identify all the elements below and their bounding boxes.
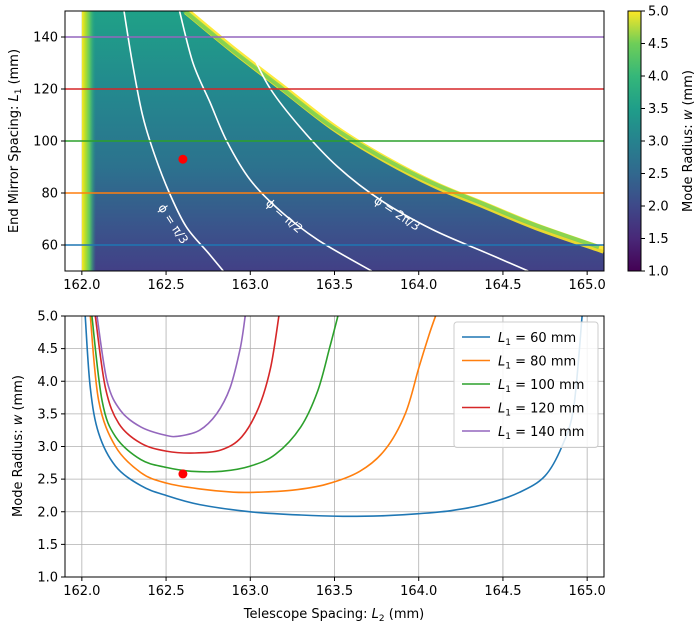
bottom-y-tick-label: 2.5: [37, 473, 58, 488]
bottom-y-tick-label: 4.0: [37, 375, 58, 390]
colorbar-label: Mode Radius: w (mm): [681, 70, 696, 212]
top-y-tick-label: 100: [33, 135, 58, 150]
top-y-tick-label: 140: [33, 31, 58, 46]
top-y-tick-label: 120: [33, 83, 58, 98]
series-line-4: [94, 316, 280, 454]
bottom-x-tick-label: 163.0: [232, 584, 269, 599]
bottom-x-tick-label: 164.0: [400, 584, 437, 599]
series-line-5: [96, 316, 246, 438]
top-x-tick-label: 163.0: [232, 278, 269, 293]
series-line-3: [91, 316, 339, 473]
legend-entry-3: L1 = 100 mm: [498, 378, 584, 395]
top-x-tick-label: 162.5: [147, 278, 184, 293]
bottom-y-tick-label: 3.5: [37, 407, 58, 422]
colorbar-tick-label: 2.0: [648, 200, 669, 215]
bottom-y-axis-label: Mode Radius: w (mm): [11, 375, 26, 517]
top-x-tick-label: 164.0: [400, 278, 437, 293]
colorbar-tick-label: 2.5: [648, 167, 669, 182]
bottom-x-tick-label: 162.5: [147, 584, 184, 599]
colorbar-gradient: [627, 10, 642, 272]
contour-line-2: [178, 11, 373, 271]
series-line-1: [84, 316, 583, 518]
top-x-tick-label: 162.0: [63, 278, 100, 293]
operating-point-marker-bottom: [178, 469, 188, 479]
operating-point-marker: [178, 154, 188, 164]
bottom-y-tick-label: 5.0: [37, 310, 58, 325]
bottom-x-axis-label: Telescope Spacing: L2 (mm): [243, 607, 424, 624]
legend-entry-5: L1 = 140 mm: [498, 425, 584, 442]
contour-line-1: [123, 11, 224, 271]
contour-line-3: [232, 11, 529, 271]
bottom-y-tick-label: 4.5: [37, 342, 58, 357]
colorbar-tick-label: 5.0: [648, 5, 669, 20]
colorbar-tick-label: 4.0: [648, 70, 669, 85]
legend-entry-2: L1 = 80 mm: [498, 355, 576, 372]
top-y-tick-label: 80: [41, 187, 58, 202]
top-y-tick-label: 60: [41, 239, 58, 254]
legend-box: [453, 321, 599, 448]
colorbar-tick-label: 1.0: [648, 265, 669, 280]
legend-entry-1: L1 = 60 mm: [498, 331, 576, 348]
colorbar-tick-label: 3.0: [648, 135, 669, 150]
colorbar-tick-label: 3.5: [648, 102, 669, 117]
legend-entry-4: L1 = 120 mm: [498, 402, 584, 419]
bottom-x-tick-label: 164.5: [484, 584, 521, 599]
top-y-axis-label: End Mirror Spacing: L1 (mm): [7, 49, 24, 233]
bottom-x-tick-label: 162.0: [63, 584, 100, 599]
colorbar: 1.0 1.5 2.0 2.5 3.0 3.5 4.0 4.5 5.0 Mode Radius:…: [627, 5, 696, 280]
stable-region-right-edge-inner: [181, 11, 600, 250]
top-x-tick-label: 164.5: [484, 278, 521, 293]
top-x-tick-label: 163.5: [316, 278, 353, 293]
bottom-x-tick-label: 163.5: [316, 584, 353, 599]
bottom-y-tick-label: 3.0: [37, 440, 58, 455]
top-heatmap-panel: ϕ = π/3 ϕ = π/2 ϕ = 2π/3 162.0 162.5 163.0 16…: [7, 10, 606, 293]
colorbar-tick-label: 1.5: [648, 232, 669, 247]
bottom-x-tick-label: 165.0: [569, 584, 606, 599]
bottom-y-tick-label: 2.0: [37, 505, 58, 520]
colorbar-tick-label: 4.5: [648, 37, 669, 52]
legend: L1 = 60 mm L1 = 80 mm L1 = 100 mm L1 = 120 …: [453, 321, 599, 448]
top-x-tick-label: 165.0: [569, 278, 606, 293]
bottom-y-tick-label: 1.5: [37, 538, 58, 553]
series-line-2: [89, 316, 437, 494]
bottom-y-tick-label: 1.0: [37, 571, 58, 586]
bottom-line-panel: 162.0 162.5 163.0 163.5 164.0 164.5 165.0 1.0 1…: [11, 310, 606, 625]
